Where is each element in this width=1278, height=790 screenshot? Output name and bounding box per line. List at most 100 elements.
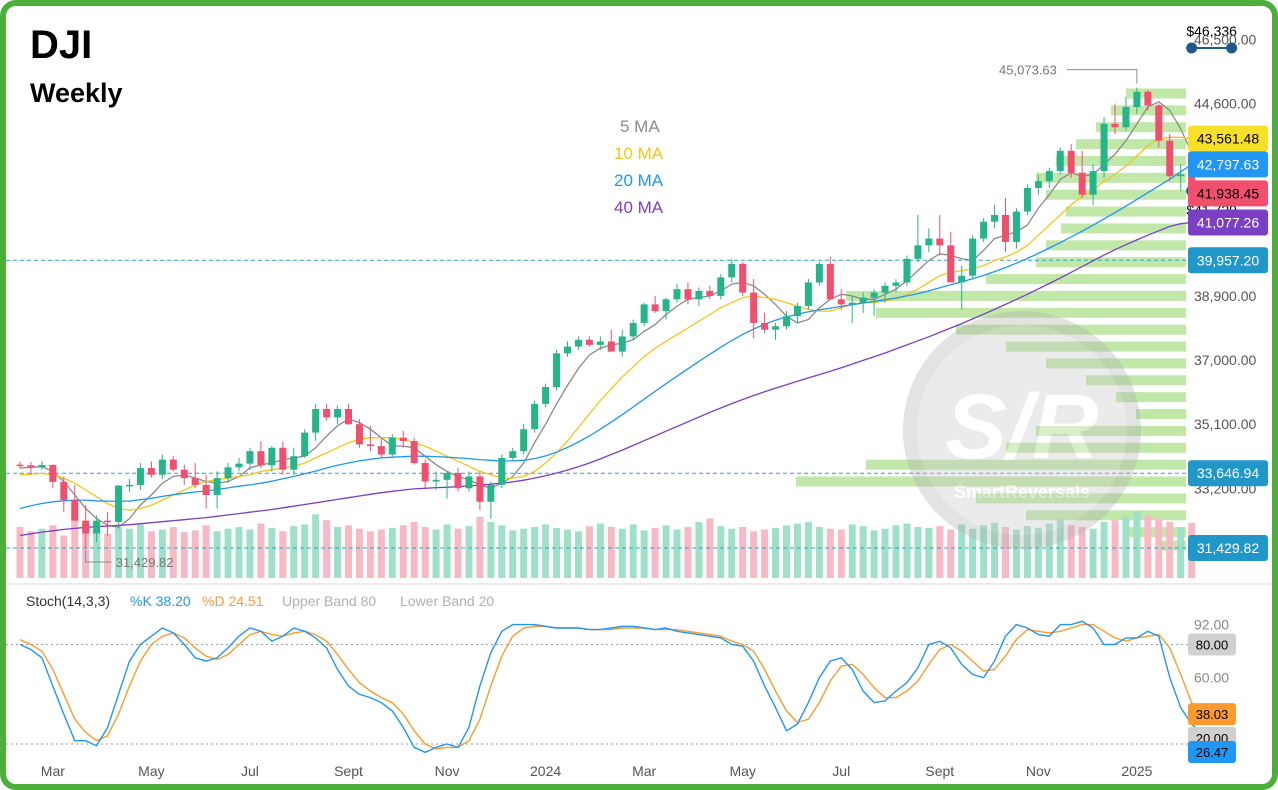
volume-bar-67 [750,531,758,578]
candle-body [542,387,550,404]
price-tick-4: 35,100.00 [1194,416,1256,432]
volume-bar-62 [695,521,703,578]
price-badge-0: 43,561.48 [1188,125,1268,152]
volume-bar-2 [38,528,46,578]
candle-body [509,451,517,458]
candle-body [290,456,298,470]
candle-body [202,484,210,496]
high-marker-label: 45,073.63 [999,63,1057,78]
candle-78 [870,289,878,317]
candle-95 [1056,147,1064,175]
high-marker-line [1066,69,1138,84]
candle-body [1177,174,1185,177]
volume-bar-104 [1155,518,1163,578]
volume-bar-102 [1133,511,1141,578]
candle-body [936,238,944,246]
candle-36 [410,437,418,465]
candle-52 [585,336,593,347]
volume-bar-55 [618,528,626,578]
candle-body [793,306,801,317]
candle-body [432,479,440,482]
candle-body [38,464,46,468]
profile-bar-10 [1036,257,1186,268]
candle-body [717,277,725,296]
candle-body [1045,171,1053,182]
candle-body [301,432,309,457]
candle-80 [892,279,900,293]
volume-bar-18 [213,531,221,578]
candle-body [115,485,123,523]
candle-body [136,468,144,485]
time-tick-0: Mar [41,763,65,779]
candle-106 [1177,164,1185,192]
stoch-badge-bg [1188,633,1236,656]
time-tick-6: Mar [632,763,656,779]
candle-body [783,316,790,327]
volume-bar-26 [301,524,309,578]
volume-bars [16,511,1196,578]
candle-33 [377,437,385,458]
volume-bar-96 [1067,525,1075,578]
volume-bar-17 [202,525,210,578]
volume-bar-81 [903,523,911,578]
volume-bar-58 [651,527,659,578]
candle-body [104,520,112,523]
candle-body [1002,214,1009,242]
candle-body [531,403,539,430]
candle-15 [180,464,188,485]
time-tick-1: May [138,763,164,779]
candle-body [16,464,24,467]
volume-bar-98 [1089,528,1097,578]
volume-bar-50 [564,529,571,578]
candle-82 [914,214,922,263]
profile-bar-12 [846,290,1186,301]
time-tick-5: 2024 [530,763,561,779]
stoch-title: Stoch(14,3,3) [26,593,110,609]
price-badge-text: 33,646.94 [1197,465,1259,481]
candle-body [618,336,626,352]
stoch-badge-bg [1188,703,1236,726]
stoch-badge-1: 38.03 [1188,703,1236,726]
candle-body [421,462,429,482]
volume-bar-60 [673,529,681,578]
candle-body [815,263,823,283]
candle-body [695,290,703,300]
candle-41 [465,471,473,492]
volume-bar-84 [936,526,944,578]
candle-32 [366,425,374,452]
candle-body [443,473,451,480]
volume-bar-24 [279,531,287,578]
price-badge-3: 41,077.26 [1188,209,1268,236]
profile-bar-11 [986,274,1186,285]
volume-bar-47 [531,527,539,578]
candle-body [925,238,933,246]
candle-89 [991,204,999,229]
candle-101 [1122,96,1130,131]
volume-bar-65 [728,528,736,578]
candle-body [169,459,177,470]
candle-96 [1067,144,1075,178]
candle-105 [1166,133,1174,182]
volume-bar-80 [892,525,900,578]
candle-body [640,304,648,323]
candle-71 [793,302,801,323]
candle-body [268,447,276,466]
candle-body [279,447,287,470]
volume-bar-69 [772,527,780,578]
candle-body [1012,211,1020,242]
candle-body [892,282,900,286]
candle-91 [1012,208,1020,249]
profile-bar-7 [1066,206,1186,217]
candle-14 [169,456,177,472]
candle-body [881,285,889,293]
candle-2 [38,461,46,470]
price-tick-0: 46,500.00 [1194,31,1256,47]
volume-bar-1 [27,531,35,578]
candle-body [837,299,845,305]
candle-35 [399,430,407,448]
profile-bar-2 [1096,122,1186,133]
volume-bar-28 [323,520,331,578]
volume-bar-52 [585,526,593,578]
candle-body [553,353,561,388]
candle-72 [804,279,812,310]
